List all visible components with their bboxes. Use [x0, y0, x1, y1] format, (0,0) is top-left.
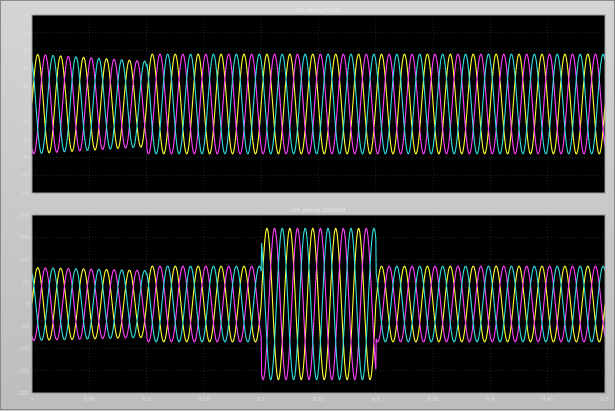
- x-tick-label: 0.5: [601, 397, 609, 403]
- x-tick-label: 0.4: [486, 397, 494, 403]
- y-tick-label: 100: [19, 257, 29, 263]
- y-tick-label: 30: [23, 48, 29, 54]
- x-tick-label: 0.05: [84, 397, 95, 403]
- y-tick-label: -50: [21, 324, 29, 330]
- phase-1-line: [31, 53, 606, 155]
- y-tick-label: -200: [18, 391, 29, 397]
- x-tick-label: 0: [30, 397, 33, 403]
- phase-2-line: [31, 227, 606, 381]
- y-tick-label: 0: [26, 302, 29, 308]
- x-tick-label: 0.1: [143, 397, 151, 403]
- x-tick-label: 0.25: [313, 397, 324, 403]
- x-tick-label: 0.3: [372, 397, 380, 403]
- x-tick-label: 0.45: [542, 397, 553, 403]
- plot-frame: [31, 214, 606, 394]
- y-tick-label: 20: [23, 66, 29, 72]
- y-tick-label: -100: [18, 346, 29, 352]
- y-tick-label: -30: [21, 155, 29, 161]
- y-tick-label: -20: [21, 137, 29, 143]
- y-tick-label: -40: [21, 173, 29, 179]
- phase-3-line: [31, 227, 606, 381]
- x-tick-label: 0.35: [428, 397, 439, 403]
- plot-2: O/P without STATCOM 200 150 100 50 0 -50 -100 -1…: [18, 208, 609, 403]
- y-tick-label: 0: [26, 102, 29, 108]
- x-tick-label: 0.15: [198, 397, 209, 403]
- phase-3-line: [31, 53, 606, 155]
- y-tick-label: -50: [21, 191, 29, 197]
- chart-title: O/P without STATCOM: [292, 208, 346, 214]
- x-tick-label: 0.2: [257, 397, 265, 403]
- y-tick-label: 50: [23, 13, 29, 19]
- plot-frame: [31, 14, 606, 194]
- y-tick-label: 10: [23, 84, 29, 90]
- plot-1: O/P without FACTS 50 40 30 20 10 0 -10 -20 -30 -40…: [21, 8, 606, 197]
- chart-title: O/P without FACTS: [295, 8, 341, 14]
- y-tick-label: 200: [19, 213, 29, 219]
- y-tick-label: -10: [21, 120, 29, 126]
- y-tick-label: 40: [23, 31, 29, 37]
- y-tick-label: 50: [23, 280, 29, 286]
- y-tick-label: 150: [19, 235, 29, 241]
- phase-2-line: [31, 53, 606, 155]
- phase-1-line: [31, 227, 606, 381]
- y-tick-label: -150: [18, 369, 29, 375]
